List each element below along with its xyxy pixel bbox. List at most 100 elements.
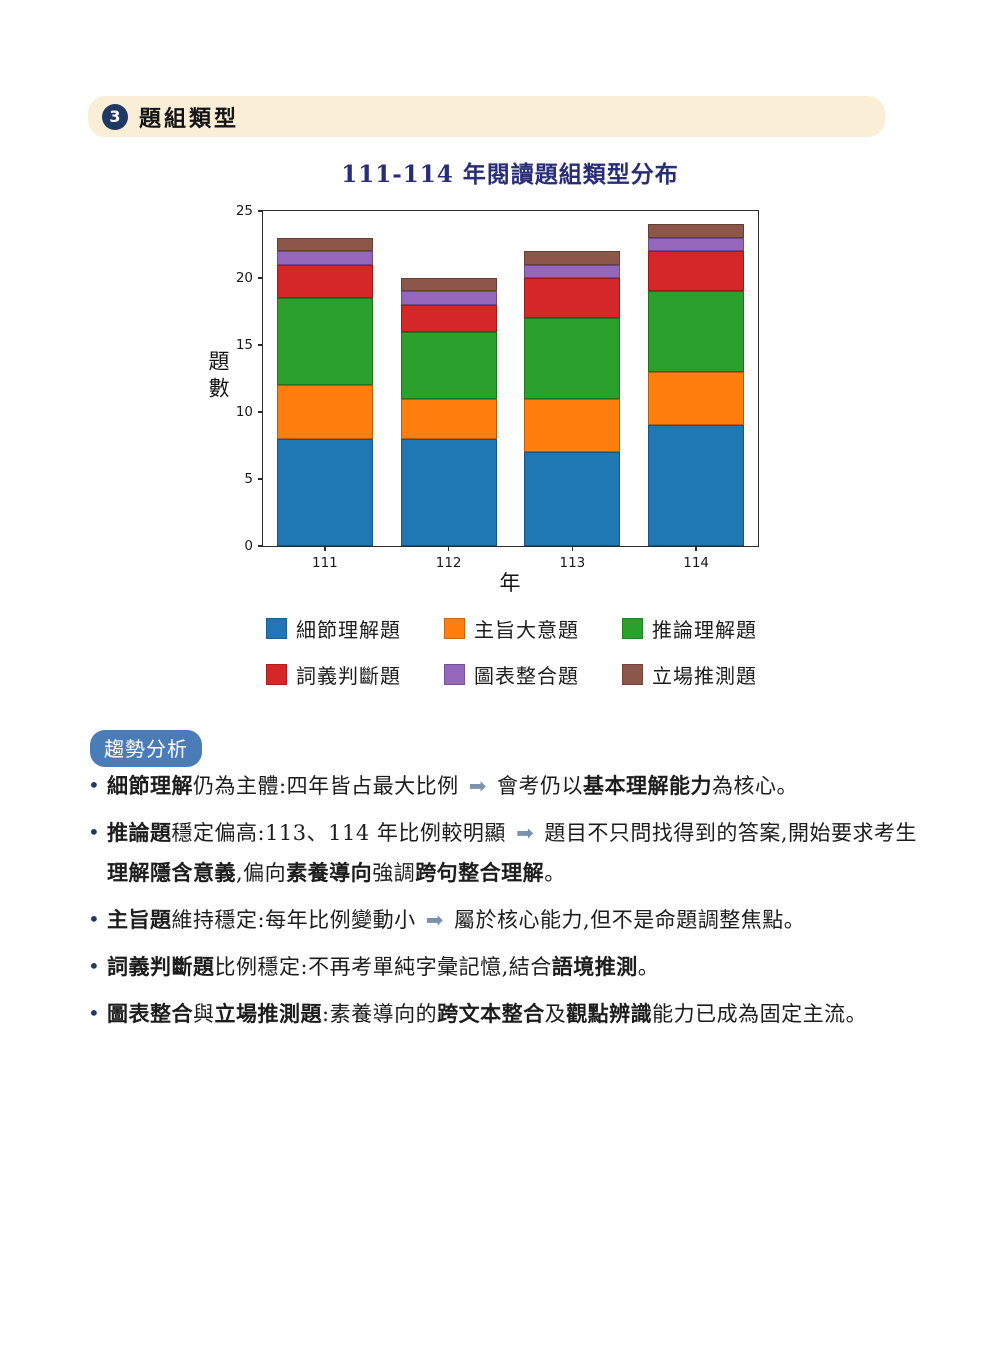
bullet-dot-icon: • bbox=[88, 907, 101, 931]
trend-bullet: • 圖表整合與立場推測題:素養導向的跨文本整合及觀點辨識能力已成為固定主流。 bbox=[88, 994, 918, 1034]
stacked-bar-114 bbox=[648, 224, 745, 546]
bullet-text-bold: 圖表整合 bbox=[107, 1001, 193, 1026]
legend-item: 細節理解題 bbox=[266, 614, 432, 643]
legend-item: 圖表整合題 bbox=[444, 660, 610, 689]
legend-label: 細節理解題 bbox=[296, 618, 401, 642]
legend-item: 推論理解題 bbox=[622, 614, 788, 643]
y-tick-label: 15 bbox=[235, 337, 253, 353]
legend-swatch-icon bbox=[444, 664, 465, 685]
y-tick-mark bbox=[258, 210, 263, 212]
bar-segment bbox=[400, 438, 497, 546]
bullet-text: 。 bbox=[544, 861, 566, 885]
bullet-dot-icon: • bbox=[88, 773, 101, 797]
bar-segment bbox=[524, 264, 621, 279]
bullet-text-bold: 基本理解能力 bbox=[583, 773, 713, 798]
bar-segment bbox=[276, 438, 373, 546]
bar-segment bbox=[524, 452, 621, 546]
bullet-text: 。 bbox=[637, 955, 660, 979]
stacked-bar-113 bbox=[524, 251, 621, 546]
y-tick-label: 0 bbox=[244, 538, 253, 554]
bar-segment bbox=[400, 304, 497, 332]
bullet-text-bold: 詞義判斷題 bbox=[107, 954, 215, 979]
y-tick-label: 20 bbox=[235, 270, 253, 286]
x-tick-mark bbox=[571, 546, 574, 551]
trend-bullet: • 推論題穩定偏高:113、114 年比例較明顯 ➡ 題目不只問找得到的答案,開始… bbox=[88, 813, 918, 893]
bullet-text: 維持穩定:每年比例變動小 bbox=[171, 908, 416, 932]
bar-segment bbox=[400, 291, 497, 305]
bar-segment bbox=[276, 298, 373, 386]
y-tick-label: 10 bbox=[235, 404, 253, 420]
bullet-text-bold: 素養導向 bbox=[286, 860, 373, 885]
stacked-bar-112 bbox=[400, 278, 497, 546]
legend-item: 立場推測題 bbox=[622, 660, 788, 689]
bullet-text: 及 bbox=[544, 1002, 567, 1026]
bar-segment bbox=[648, 237, 745, 252]
bullet-text: ,偏向 bbox=[236, 861, 287, 885]
y-tick-label: 25 bbox=[235, 203, 253, 219]
y-tick-mark bbox=[258, 545, 263, 547]
x-tick-label: 112 bbox=[435, 555, 462, 571]
section-title: 題組類型 bbox=[139, 105, 240, 132]
y-axis-label: 題數 bbox=[206, 350, 230, 404]
bar-segment bbox=[648, 291, 745, 372]
bullet-dot-icon: • bbox=[88, 820, 101, 844]
bullet-text: :素養導向的 bbox=[322, 1002, 438, 1026]
y-tick-mark bbox=[258, 478, 263, 480]
right-arrow-icon: ➡ bbox=[461, 774, 495, 798]
x-tick-label: 113 bbox=[559, 555, 586, 571]
bullet-text: 比例穩定:不再考單純字彙記憶,結合 bbox=[214, 955, 552, 979]
y-tick-mark bbox=[258, 344, 263, 346]
right-arrow-icon: ➡ bbox=[418, 908, 452, 932]
section-number-badge: 3 bbox=[102, 103, 128, 130]
chart-legend: 細節理解題 主旨大意題 推論理解題詞義判斷題 圖表整合題 立場推測題 bbox=[266, 614, 788, 689]
legend-swatch-icon bbox=[266, 618, 287, 639]
y-tick-mark bbox=[258, 411, 263, 413]
trend-bullet: • 主旨題維持穩定:每年比例變動小 ➡ 屬於核心能力,但不是命題調整焦點。 bbox=[88, 900, 918, 940]
trend-bullet: • 細節理解仍為主體:四年皆占最大比例 ➡ 會考仍以基本理解能力為核心。 bbox=[88, 766, 918, 806]
chart-title: 111-114 年閱讀題組類型分布 bbox=[341, 161, 679, 188]
bullet-text: 屬於核心能力,但不是命題調整焦點。 bbox=[454, 908, 806, 932]
legend-label: 圖表整合題 bbox=[474, 664, 579, 688]
legend-label: 詞義判斷題 bbox=[296, 664, 401, 688]
bullet-text: 強調 bbox=[372, 861, 416, 885]
trend-bullet-list: • 細節理解仍為主體:四年皆占最大比例 ➡ 會考仍以基本理解能力為核心。 • 推論題穩… bbox=[88, 766, 918, 1041]
trend-bullet: • 詞義判斷題比例穩定:不再考單純字彙記憶,結合語境推測。 bbox=[88, 947, 918, 987]
y-tick-mark bbox=[258, 277, 263, 279]
bar-segment bbox=[276, 264, 373, 299]
legend-label: 推論理解題 bbox=[652, 618, 757, 642]
bullet-text: 穩定偏高:113、114 年比例較明顯 bbox=[171, 821, 506, 845]
chart-plot-area: 0 5 10 15 20 25 111 112 113 114 bbox=[236, 203, 759, 571]
bar-segment bbox=[524, 398, 621, 453]
bullet-text-bold: 主旨題 bbox=[107, 907, 172, 932]
bullet-text-bold: 推論題 bbox=[107, 820, 172, 845]
right-arrow-icon: ➡ bbox=[508, 821, 542, 845]
bar-segment bbox=[524, 278, 621, 319]
x-tick-mark bbox=[695, 546, 697, 551]
legend-label: 立場推測題 bbox=[652, 664, 757, 688]
legend-swatch-icon bbox=[622, 664, 643, 685]
bar-segment bbox=[400, 278, 497, 292]
x-tick-label: 111 bbox=[311, 555, 338, 571]
x-tick-mark bbox=[447, 546, 450, 551]
legend-swatch-icon bbox=[266, 664, 287, 685]
legend-item: 主旨大意題 bbox=[444, 614, 610, 643]
bar-segment bbox=[400, 398, 497, 439]
bullet-text: 能力已成為固定主流。 bbox=[652, 1002, 868, 1026]
legend-swatch-icon bbox=[622, 618, 643, 639]
bullet-text: 為核心。 bbox=[712, 774, 799, 798]
bar-segment bbox=[276, 385, 373, 439]
bullet-text-bold: 立場推測題 bbox=[214, 1001, 322, 1026]
bullet-dot-icon: • bbox=[88, 1001, 101, 1025]
bar-segment bbox=[648, 425, 745, 546]
trend-analysis-badge: 趨勢分析 bbox=[90, 730, 202, 767]
bar-segment bbox=[648, 251, 745, 292]
y-tick-label: 5 bbox=[244, 471, 253, 487]
bar-segment bbox=[648, 224, 745, 238]
section-header: 3 題組類型 bbox=[88, 96, 885, 137]
x-tick-mark bbox=[324, 546, 326, 551]
stacked-bar-111 bbox=[276, 237, 373, 546]
bullet-text: 會考仍以 bbox=[497, 774, 584, 798]
bullet-dot-icon: • bbox=[88, 954, 101, 978]
bullet-text-bold: 跨文本整合 bbox=[437, 1001, 545, 1026]
